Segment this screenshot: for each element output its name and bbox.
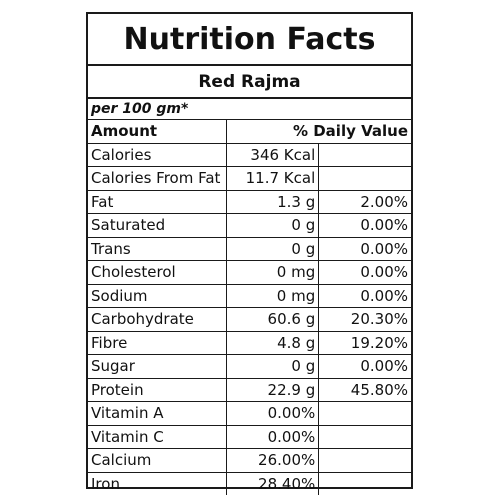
nutrient-name: Carbohydrate	[88, 307, 227, 331]
nutrient-daily-value: 45.80%	[318, 377, 411, 402]
nutrient-amount: 0 mg	[226, 260, 320, 284]
nutrient-name: Sugar	[88, 354, 227, 378]
nutrient-daily-value	[318, 142, 411, 167]
table-row: Protein 22.9 g 45.80%	[88, 377, 411, 402]
nutrient-name: Iron	[88, 471, 227, 495]
nutrient-amount: 4.8 g	[226, 330, 320, 355]
nutrient-name: Fat	[88, 189, 227, 214]
table-header-row: Amount % Daily Value	[88, 120, 411, 143]
table-row: Vitamin C 0.00%	[88, 424, 411, 449]
nutrient-amount: 0.00%	[226, 401, 320, 425]
nutrient-amount: 1.3 g	[226, 189, 320, 214]
nutrient-daily-value: 0.00%	[318, 354, 411, 378]
nutrient-daily-value: 19.20%	[318, 330, 411, 355]
panel-title: Nutrition Facts	[88, 14, 411, 66]
table-row: Fat 1.3 g 2.00%	[88, 189, 411, 214]
nutrient-amount: 0 g	[226, 354, 320, 378]
table-row: Sodium 0 mg 0.00%	[88, 283, 411, 308]
product-name: Red Rajma	[88, 66, 411, 99]
nutrient-name: Protein	[88, 377, 227, 402]
table-row: Trans 0 g 0.00%	[88, 236, 411, 261]
nutrient-name: Calcium	[88, 448, 227, 472]
nutrient-name: Calories	[88, 142, 227, 167]
nutrient-daily-value: 2.00%	[318, 189, 411, 214]
table-row: Cholesterol 0 mg 0.00%	[88, 260, 411, 284]
header-amount: Amount	[88, 120, 227, 143]
nutrient-daily-value	[318, 401, 411, 425]
nutrient-name: Sodium	[88, 283, 227, 308]
nutrient-amount: 0.00%	[226, 424, 320, 449]
nutrient-amount: 22.9 g	[226, 377, 320, 402]
nutrient-name: Calories From Fat	[88, 166, 227, 190]
nutrient-daily-value: 0.00%	[318, 236, 411, 261]
table-row: Vitamin A 0.00%	[88, 401, 411, 425]
nutrient-amount: 0 g	[226, 236, 320, 261]
nutrient-amount: 11.7 Kcal	[226, 166, 320, 190]
nutrient-name: Trans	[88, 236, 227, 261]
nutrient-daily-value	[318, 448, 411, 472]
nutrient-daily-value	[318, 166, 411, 190]
nutrient-amount: 26.00%	[226, 448, 320, 472]
table-row: Calcium 26.00%	[88, 448, 411, 472]
table-row: Fibre 4.8 g 19.20%	[88, 330, 411, 355]
nutrient-amount: 60.6 g	[226, 307, 320, 331]
nutrient-daily-value	[318, 471, 411, 495]
nutrient-amount: 28.40%	[226, 471, 320, 495]
serving-size: per 100 gm*	[88, 99, 411, 120]
nutrient-name: Vitamin C	[88, 424, 227, 449]
table-row: Carbohydrate 60.6 g 20.30%	[88, 307, 411, 331]
table-row: Iron 28.40%	[88, 471, 411, 495]
header-daily-value: % Daily Value	[292, 122, 408, 141]
table-row: Saturated 0 g 0.00%	[88, 213, 411, 237]
nutrient-amount: 0 g	[226, 213, 320, 237]
nutrient-daily-value: 0.00%	[318, 260, 411, 284]
nutrition-facts-panel: Nutrition Facts Red Rajma per 100 gm* Am…	[86, 12, 413, 495]
nutrient-amount: 0 mg	[226, 283, 320, 308]
nutrient-name: Cholesterol	[88, 260, 227, 284]
nutrient-daily-value: 0.00%	[318, 283, 411, 308]
nutrient-name: Vitamin A	[88, 401, 227, 425]
nutrient-name: Fibre	[88, 330, 227, 355]
table-row: Calories From Fat 11.7 Kcal	[88, 166, 411, 190]
nutrient-amount: 346 Kcal	[226, 142, 320, 167]
nutrient-daily-value: 0.00%	[318, 213, 411, 237]
nutrient-daily-value	[318, 424, 411, 449]
table-row: Sugar 0 g 0.00%	[88, 354, 411, 378]
nutrient-daily-value: 20.30%	[318, 307, 411, 331]
nutrition-table: Amount % Daily Value Calories 346 Kcal Cal…	[88, 120, 411, 495]
table-row: Calories 346 Kcal	[88, 142, 411, 167]
nutrient-name: Saturated	[88, 213, 227, 237]
